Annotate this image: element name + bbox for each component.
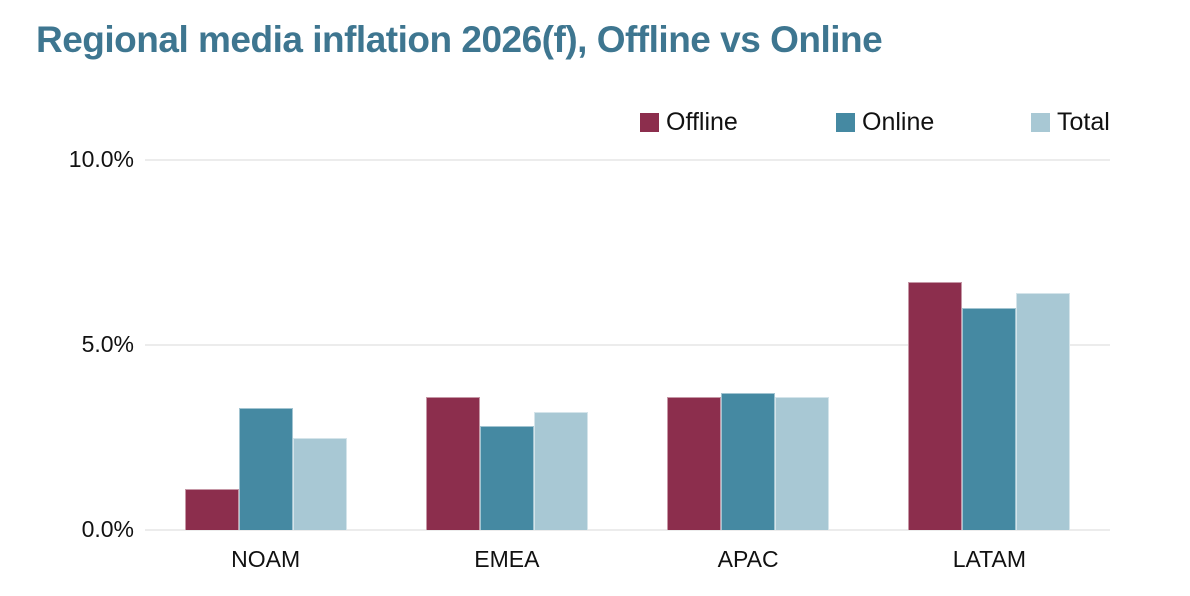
bar-noam-online (238, 407, 293, 530)
legend-label-offline: Offline (666, 107, 738, 136)
x-tick-noam: NOAM (231, 546, 301, 572)
bar-latam-total (1016, 293, 1071, 530)
x-tick-emea: EMEA (474, 546, 540, 572)
legend-item-total: Total (1031, 108, 1110, 136)
y-tick-label: 0.0% (81, 515, 134, 542)
bar-apac-total (775, 396, 830, 530)
bar-group-apac (628, 160, 869, 530)
legend-item-online: Online (836, 108, 934, 136)
bar-group-emea (386, 160, 627, 530)
bar-group-noam (145, 160, 386, 530)
y-tick-label: 10.0% (68, 145, 134, 172)
bar-apac-offline (667, 396, 722, 530)
legend-swatch-offline (640, 112, 659, 132)
chart-title: Regional media inflation 2026(f), Offlin… (36, 19, 883, 60)
bar-noam-offline (184, 489, 239, 530)
x-tick-apac: APAC (717, 546, 779, 572)
bar-emea-total (533, 411, 588, 530)
legend-swatch-total (1031, 112, 1050, 132)
legend-label-total: Total (1057, 107, 1110, 136)
gridline (145, 344, 1110, 346)
legend-swatch-online (836, 112, 855, 132)
bar-groups (145, 160, 1110, 530)
gridlines (145, 159, 1110, 531)
bar-emea-offline (425, 396, 480, 530)
plot-area (145, 159, 1110, 531)
bar-group-latam (869, 160, 1110, 530)
bar-noam-total (292, 437, 347, 530)
gridline (145, 159, 1110, 161)
bar-latam-online (962, 308, 1017, 530)
bar-latam-offline (908, 282, 963, 530)
y-tick-label: 5.0% (81, 330, 134, 357)
x-axis: NOAM EMEA APAC LATAM (145, 546, 1110, 573)
legend-item-offline: Offline (640, 108, 738, 136)
bar-apac-online (721, 393, 776, 530)
gridline (145, 529, 1110, 531)
legend-label-online: Online (862, 107, 935, 136)
bar-emea-online (479, 426, 534, 530)
y-axis: 0.0% 5.0% 10.0% (0, 0, 134, 596)
x-tick-latam: LATAM (952, 546, 1027, 572)
